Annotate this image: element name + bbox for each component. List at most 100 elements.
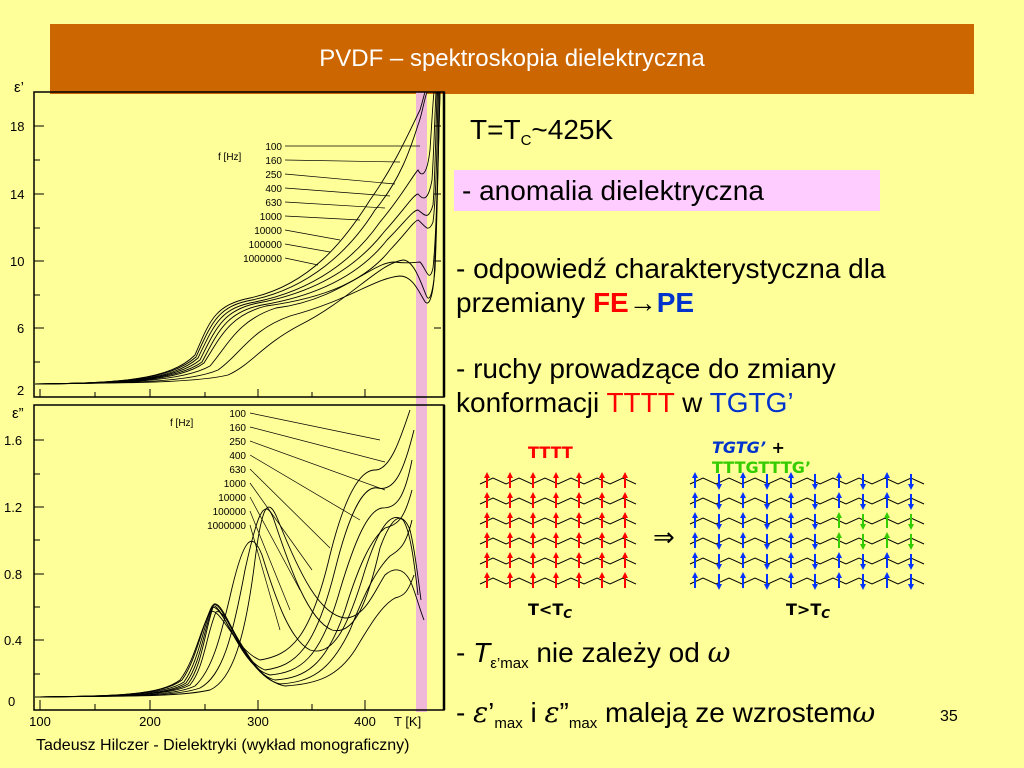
emax-dash: - [456,697,474,728]
top-curves [34,91,441,385]
dipole-arrow-head [908,544,914,550]
dipole-arrow-head [599,512,605,518]
dipole-arrow-head [788,492,794,498]
bottom-x-tick-labels: 100 200 300 400 [29,714,376,729]
dipole-arrow-head [622,572,628,578]
dipole-arrow-head [530,492,536,498]
dipole-arrow-head [716,484,722,490]
dipole-arrow-head [576,532,582,538]
below-left-main: T<T [528,600,564,619]
dipole-arrow-head [599,472,605,478]
dipole-arrow-head [860,544,866,550]
top-legend-title: f [Hz] [218,152,242,163]
dipole-arrow-head [692,512,698,518]
epsilon-2: ε [544,696,560,729]
bottom-ytick-0: 0 [8,694,15,709]
dipole-arrow-head [622,472,628,478]
emax-sub1: max [494,715,523,732]
dipole-arrow-head [788,512,794,518]
dipole-arrow-head [884,552,890,558]
prime-1: ’ [488,697,495,728]
chain-zigzag [479,557,637,565]
emax-i: i [522,697,545,728]
below-right-main: T>T [786,600,822,619]
xtick-300: 300 [247,714,269,729]
tttt-chains [479,472,637,588]
bottom-legend-item: 250 [229,437,246,448]
bottom-legend-item: 10000 [218,493,246,504]
moves-line1: - ruchy prowadzące do zmiany [456,353,836,384]
dipole-arrow-head [576,552,582,558]
dipole-arrow-head [507,472,513,478]
top-ytick-14: 14 [10,187,24,202]
bottom-legend-item: 100000 [213,507,247,518]
dipole-arrow-head [553,572,559,578]
top-x-ticks [39,389,366,397]
tmax-sub: ε’max [490,655,529,672]
bottom-ytick-1.2: 1.2 [4,500,22,515]
dipole-arrow-head [530,532,536,538]
tttt-label: TTTT [606,387,675,418]
dipole-arrow-head [884,492,890,498]
dipole-arrow-head [812,544,818,550]
tgtg-label: TGTG’ [709,387,794,418]
below-right-sub: C [821,607,831,621]
dipole-arrow-head [599,532,605,538]
dipole-arrow-head [622,532,628,538]
footer-credit: Tadeusz Hilczer - Dielektryki (wykład mo… [36,737,410,754]
dipole-arrow-head [884,532,890,538]
dipole-arrow-head [908,564,914,570]
response-line2-a: przemiany [456,287,593,318]
bottom-y-ticks [34,439,44,675]
moves-text: - ruchy prowadzące do zmiany konformacji… [456,352,1016,420]
tttg-diagram-label: TTTGTTTG’ [712,458,812,477]
dipole-arrow-head [576,492,582,498]
top-legend-item: 160 [265,156,282,167]
dipole-arrow-head [908,524,914,530]
xtick-100: 100 [29,714,51,729]
omega-symbol-2: ω [852,696,876,729]
response-line1: - odpowiedź charakterystyczna dla [456,253,886,284]
emax-rest: maleją ze wzrostem [597,697,853,728]
bottom-legend-item: 1000000 [207,521,246,532]
bottom-x-ticks [39,700,366,710]
dipole-arrow-head [507,532,513,538]
tmax-t: T [473,637,491,668]
chain-zigzag [689,497,925,505]
anomaly-highlight [454,170,880,211]
dipole-arrow-head [884,512,890,518]
moves-w: w [674,387,710,418]
dipole-arrow-head [599,552,605,558]
top-ylabel: ε’ [14,79,24,96]
below-right-label: T>TC [786,600,830,621]
dipole-arrow-head [908,584,914,590]
bottom-ytick-0.4: 0.4 [4,633,22,648]
dipole-arrow-head [553,492,559,498]
bottom-legend-item: 400 [229,451,246,462]
dipole-arrow-head [692,492,698,498]
dipole-arrow-head [836,472,842,478]
bottom-leaders [249,412,386,631]
dipole-arrow-head [836,532,842,538]
top-legend-item: 100000 [249,240,283,251]
tgtg-diagram-label-a: TGTG’ [712,438,766,457]
dipole-arrow-head [484,572,490,578]
chain-zigzag [689,557,925,565]
dipole-arrow-head [764,584,770,590]
response-text: - odpowiedź charakterystyczna dla przemi… [456,252,1016,320]
dipole-arrow-head [622,552,628,558]
dipole-arrow-head [860,484,866,490]
dipole-arrow-head [692,532,698,538]
dipole-arrow-head [716,524,722,530]
top-legend-item: 1000 [260,212,283,223]
dipole-arrow-head [484,532,490,538]
top-ytick-2: 2 [17,383,24,398]
tc-band [416,92,427,712]
tmax-rest: nie zależy od [528,637,708,668]
bottom-legend-item: 160 [229,423,246,434]
dipole-arrow-head [836,572,842,578]
tgtg-diagram-plus: + [765,438,785,457]
xtick-200: 200 [139,714,161,729]
dipole-arrow-head [530,512,536,518]
dipole-arrow-head [576,572,582,578]
